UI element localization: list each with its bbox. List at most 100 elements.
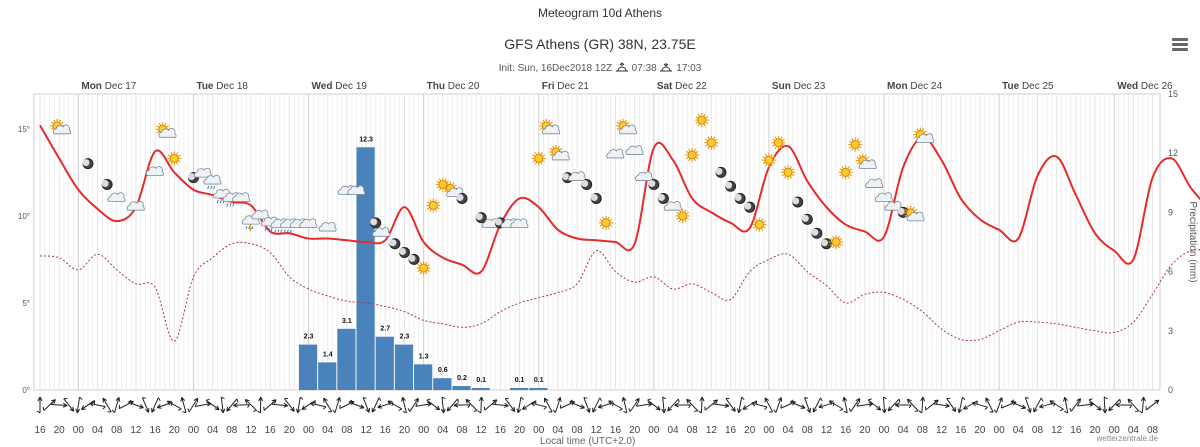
cloud-icon [232,192,251,202]
wind-arrow-icon [647,398,661,411]
wind-arrow-icon [543,397,553,413]
wind-arrow-icon [387,400,403,411]
wind-arrow-icon [63,397,75,412]
moon-icon [370,217,382,229]
x-tick-label: 20 [514,425,526,436]
x-tick-label: 20 [1089,425,1101,436]
wind-arrow-icon [963,400,978,410]
wind-arrow-icon [597,402,615,409]
wind-arrow-icon [773,397,783,413]
wind-arrow-icon [608,400,623,412]
y-right-tick: 9 [1168,207,1173,217]
x-tick-label: 12 [821,425,833,436]
moon-icon [475,212,487,224]
precip-bar [394,344,414,390]
wind-arrow-icon [310,401,327,410]
x-tick-label: 20 [974,425,986,436]
wind-arrow-icon [881,396,887,414]
x-tick-label: 16 [495,425,507,436]
sun-cloud-icon [858,159,877,170]
wind-arrow-icon [194,401,212,408]
x-tick-label: 20 [284,425,296,436]
x-tick-label: 08 [802,425,814,436]
x-tick-label: 16 [150,425,162,436]
wind-arrow-icon [818,402,835,409]
wind-arrow-icon [1145,399,1160,411]
moon-icon [820,238,832,250]
x-tick-label: 16 [955,425,967,436]
wind-arrow-icon [751,401,768,410]
plot-frame [33,93,1161,391]
cloud-icon [107,192,126,202]
wind-arrow-icon [933,400,950,409]
moon-icon [744,201,756,213]
wind-arrow-icon [790,399,806,409]
wind-arrow-icon [244,398,258,412]
precip-label: 1.4 [323,351,333,358]
wind-arrow-icon [522,400,537,410]
moon-icon [408,253,420,265]
wind-arrow-icon [686,398,699,412]
wind-arrow-icon [698,396,705,414]
wind-arrow-icon [401,396,407,414]
wind-arrow-icon [377,402,394,409]
wind-arrow-icon [828,400,844,412]
wind-arrow-icon [780,401,796,409]
sun-cloud-icon [618,124,637,135]
sunrise-icon [615,62,629,72]
precip-label: 1.3 [419,353,429,360]
x-axis-label: Local time (UTC+2.0) [540,436,636,447]
wind-arrow-icon [75,396,83,414]
x-tick-label: 12 [130,425,142,436]
moon-icon [725,180,737,192]
day-label: Tue Dec 18 [196,81,248,92]
precip-bar [375,336,394,390]
x-tick-label: 12 [1051,425,1063,436]
x-tick-label: 04 [92,425,104,436]
x-tick-label: 04 [898,425,910,436]
x-tick-label: 04 [207,425,219,436]
x-tick-label: 08 [572,425,584,436]
sun-icon [531,151,546,166]
precip-bar [414,364,433,390]
wind-arrow-icon [712,400,730,408]
sun-cloud-icon [53,124,71,135]
wind-arrow-icon [42,399,56,411]
wind-arrow-icon [415,401,432,407]
wind-arrow-icon [667,398,680,412]
cloud-icon [606,148,625,159]
wind-arrow-icon [332,397,341,413]
wind-arrow-icon [1033,397,1044,413]
sun-cloud-icon [551,150,570,161]
wind-arrow-icon [918,396,926,414]
wind-arrow-icon [1039,402,1056,409]
precip-bar [471,388,490,390]
x-tick-label: 08 [917,425,929,436]
sun-icon [771,135,786,150]
moon-icon [801,213,813,225]
hamburger-menu-icon[interactable] [1172,38,1188,52]
precip-bar [337,328,356,390]
sun-icon [781,165,796,180]
x-tick-label: 04 [322,425,334,436]
sunset-icon [659,62,673,72]
wind-arrow-icon [187,397,199,413]
wind-arrow-icon [674,402,692,409]
wind-arrow-icon [453,402,471,409]
wind-arrow-icon [284,397,295,412]
x-tick-label: 12 [361,425,373,436]
wind-arrow-icon [271,401,289,408]
x-tick-label: 00 [303,425,315,436]
sun-icon [416,261,431,276]
sunset-time: 17:03 [676,63,702,74]
wind-arrow-icon [516,396,524,414]
precip-bar [509,388,529,390]
moon-icon [456,192,468,204]
precip-bar [318,362,337,390]
x-tick-label: 08 [341,425,353,436]
moon-icon [581,179,593,191]
wind-arrow-icon [156,401,173,409]
sun-icon [704,135,719,150]
x-tick-label: 20 [859,425,871,436]
wind-arrow-icon [226,398,239,412]
